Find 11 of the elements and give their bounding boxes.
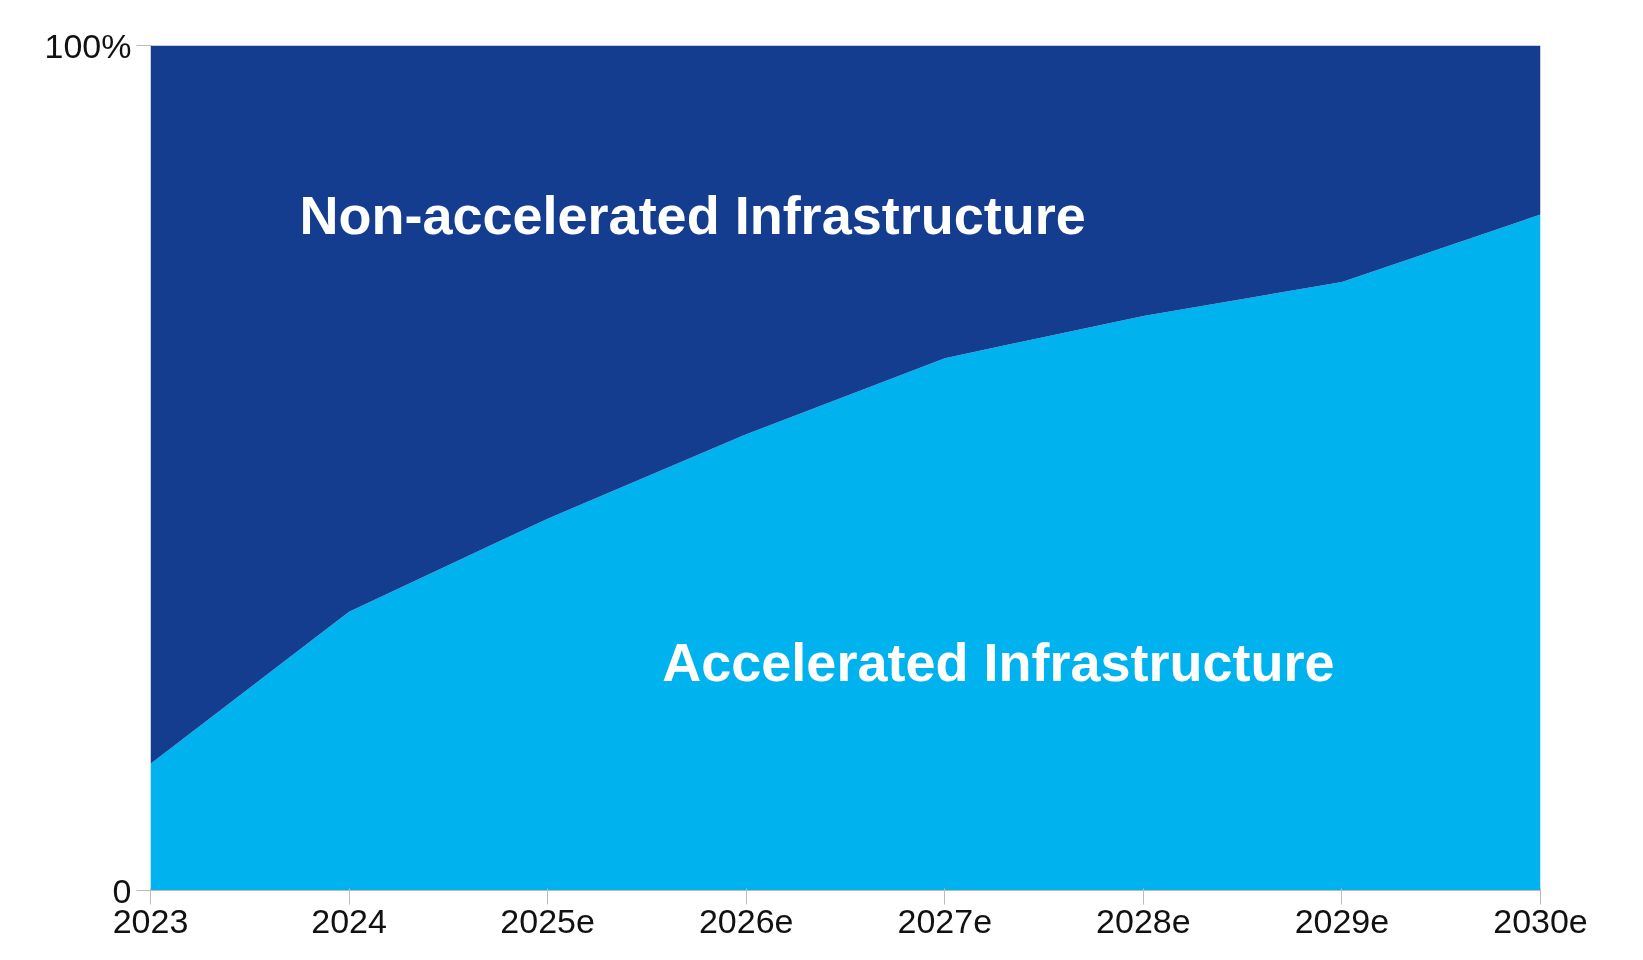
x-tick-label: 2030e	[1493, 901, 1588, 940]
y-tick-label: 0	[112, 871, 132, 910]
x-tick-label: 2028e	[1096, 901, 1191, 940]
x-tick-label: 2026e	[698, 901, 794, 940]
y-tick-label: 100%	[44, 26, 132, 65]
x-tick-label: 2024	[311, 901, 387, 940]
series-label: Accelerated Infrastructure	[662, 632, 1335, 693]
series-label: Non-accelerated Infrastructure	[299, 184, 1086, 245]
x-tick-label: 2025e	[500, 901, 595, 940]
x-tick-label: 2029e	[1294, 901, 1390, 940]
x-tick-label: 2027e	[897, 901, 993, 940]
